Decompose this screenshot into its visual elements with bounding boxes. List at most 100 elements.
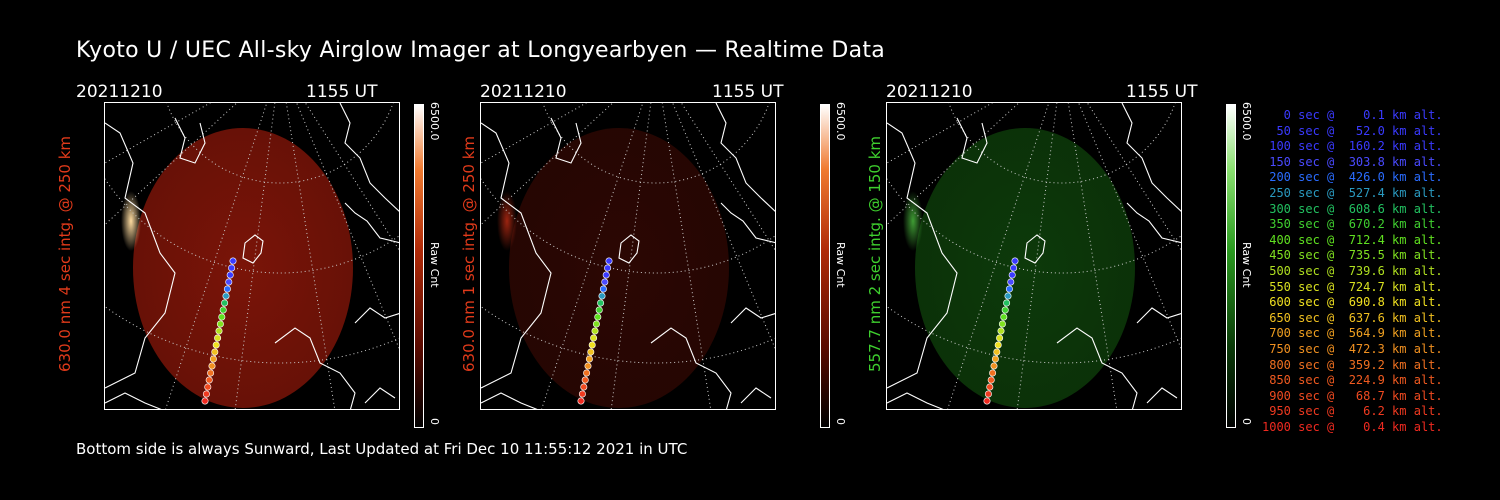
legend-row: 750 sec @ 472.3 km alt.	[1262, 341, 1443, 356]
airglow-disk	[509, 128, 729, 408]
trajectory-point	[587, 348, 595, 356]
trajectory-point	[604, 264, 612, 272]
lat-lon-grid	[887, 103, 1181, 409]
trajectory-point	[599, 285, 607, 293]
trajectory-point	[226, 271, 234, 279]
coastline	[887, 103, 1181, 409]
trajectory-point	[1008, 271, 1016, 279]
legend-row: 50 sec @ 52.0 km alt.	[1262, 123, 1443, 138]
trajectory-point	[601, 278, 609, 286]
rocket-trajectory	[577, 257, 613, 405]
legend-row: 650 sec @ 637.6 km alt.	[1262, 310, 1443, 325]
trajectory-point	[204, 383, 212, 391]
trajectory-legend: 0 sec @ 0.1 km alt. 50 sec @ 52.0 km alt…	[1262, 108, 1443, 435]
colorbar-min: 0	[1240, 418, 1253, 425]
trajectory-point	[997, 327, 1005, 335]
aurora-patch	[121, 191, 141, 251]
trajectory-point	[201, 397, 209, 405]
coastline	[481, 103, 775, 409]
colorbar-min: 0	[834, 418, 847, 425]
airglow-disk	[915, 128, 1135, 408]
trajectory-point	[993, 348, 1001, 356]
rocket-trajectory	[983, 257, 1019, 405]
colorbar-min: 0	[428, 418, 441, 425]
panel-time: 1155 UT	[1126, 82, 1198, 102]
colorbar-label: Raw Cnt	[834, 242, 847, 288]
trajectory-point	[1004, 292, 1012, 300]
trajectory-point	[987, 376, 995, 384]
legend-row: 0 sec @ 0.1 km alt.	[1262, 108, 1443, 122]
panel-date: 20211210	[480, 82, 567, 102]
legend-row: 450 sec @ 735.5 km alt.	[1262, 248, 1443, 263]
trajectory-point	[214, 334, 222, 342]
panel-ylabel: 557.7 nm 2 sec intg. @ 150 km	[866, 135, 884, 372]
legend-row: 250 sec @ 527.4 km alt.	[1262, 185, 1443, 200]
rocket-trajectory	[201, 257, 237, 405]
trajectory-point	[594, 313, 602, 321]
trajectory-point	[212, 341, 220, 349]
trajectory-point	[989, 369, 997, 377]
panel-time: 1155 UT	[712, 82, 784, 102]
legend-row: 400 sec @ 712.4 km alt.	[1262, 232, 1443, 247]
legend-row: 800 sec @ 359.2 km alt.	[1262, 357, 1443, 372]
colorbar	[1226, 104, 1236, 428]
trajectory-point	[998, 320, 1006, 328]
colorbar	[820, 104, 830, 428]
trajectory-point	[1000, 313, 1008, 321]
trajectory-point	[221, 299, 229, 307]
trajectory-point	[202, 390, 210, 398]
colorbar-max: 6500.0	[834, 102, 847, 141]
trajectory-point	[591, 327, 599, 335]
trajectory-point	[996, 334, 1004, 342]
trajectory-point	[223, 285, 231, 293]
trajectory-point	[991, 355, 999, 363]
trajectory-point	[595, 306, 603, 314]
airglow-disk	[133, 128, 353, 408]
legend-row: 350 sec @ 670.2 km alt.	[1262, 217, 1443, 232]
panel-ylabel: 630.0 nm 1 sec intg. @ 250 km	[460, 135, 478, 372]
trajectory-point	[983, 397, 991, 405]
trajectory-point	[1010, 264, 1018, 272]
trajectory-point	[1007, 278, 1015, 286]
trajectory-point	[984, 390, 992, 398]
page-title: Kyoto U / UEC All-sky Airglow Imager at …	[76, 38, 886, 63]
trajectory-point	[605, 257, 613, 265]
trajectory-point	[585, 355, 593, 363]
trajectory-point	[588, 341, 596, 349]
colorbar-label: Raw Cnt	[1240, 242, 1253, 288]
allsky-image	[480, 102, 776, 410]
panel-time: 1155 UT	[306, 82, 378, 102]
aurora-patch	[903, 191, 923, 251]
trajectory-point	[580, 383, 588, 391]
allsky-image	[104, 102, 400, 410]
trajectory-point	[1001, 306, 1009, 314]
trajectory-point	[592, 320, 600, 328]
footer-note: Bottom side is always Sunward, Last Upda…	[76, 440, 688, 458]
legend-row: 100 sec @ 160.2 km alt.	[1262, 139, 1443, 154]
trajectory-point	[590, 334, 598, 342]
trajectory-point	[205, 376, 213, 384]
legend-row: 900 sec @ 68.7 km alt.	[1262, 388, 1443, 403]
legend-row: 200 sec @ 426.0 km alt.	[1262, 170, 1443, 185]
legend-row: 850 sec @ 224.9 km alt.	[1262, 373, 1443, 388]
trajectory-point	[1011, 257, 1019, 265]
lat-lon-grid	[481, 103, 775, 409]
panel-date: 20211210	[886, 82, 973, 102]
legend-row: 700 sec @ 564.9 km alt.	[1262, 326, 1443, 341]
trajectory-point	[207, 369, 215, 377]
trajectory-point	[209, 355, 217, 363]
trajectory-point	[581, 376, 589, 384]
coastline	[105, 103, 399, 409]
legend-row: 1000 sec @ 0.4 km alt.	[1262, 419, 1443, 434]
trajectory-point	[216, 320, 224, 328]
trajectory-point	[228, 264, 236, 272]
trajectory-point	[222, 292, 230, 300]
trajectory-point	[598, 292, 606, 300]
legend-row: 150 sec @ 303.8 km alt.	[1262, 154, 1443, 169]
colorbar-label: Raw Cnt	[428, 242, 441, 288]
trajectory-point	[211, 348, 219, 356]
trajectory-point	[218, 313, 226, 321]
colorbar-max: 6500.0	[1240, 102, 1253, 141]
trajectory-point	[1005, 285, 1013, 293]
allsky-image	[886, 102, 1182, 410]
